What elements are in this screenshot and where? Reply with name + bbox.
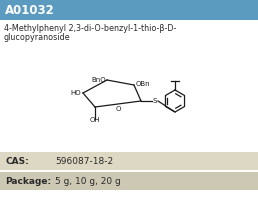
Text: Package:: Package: xyxy=(5,176,51,186)
Text: 5 g, 10 g, 20 g: 5 g, 10 g, 20 g xyxy=(55,176,121,186)
Text: OBn: OBn xyxy=(136,81,151,87)
Text: OH: OH xyxy=(90,117,100,123)
FancyBboxPatch shape xyxy=(0,0,258,20)
Text: 596087-18-2: 596087-18-2 xyxy=(55,156,113,166)
Text: BnO: BnO xyxy=(91,77,106,83)
Text: HO: HO xyxy=(70,90,81,96)
Text: S: S xyxy=(153,98,157,104)
Text: A01032: A01032 xyxy=(5,4,55,16)
FancyBboxPatch shape xyxy=(0,172,258,190)
Text: glucopyranoside: glucopyranoside xyxy=(4,33,71,42)
Text: O: O xyxy=(115,106,121,112)
Text: 4-Methylphenyl 2,3-di-O-benzyl-1-thio-β-D-: 4-Methylphenyl 2,3-di-O-benzyl-1-thio-β-… xyxy=(4,24,176,33)
FancyBboxPatch shape xyxy=(0,152,258,170)
Text: CAS:: CAS: xyxy=(5,156,29,166)
